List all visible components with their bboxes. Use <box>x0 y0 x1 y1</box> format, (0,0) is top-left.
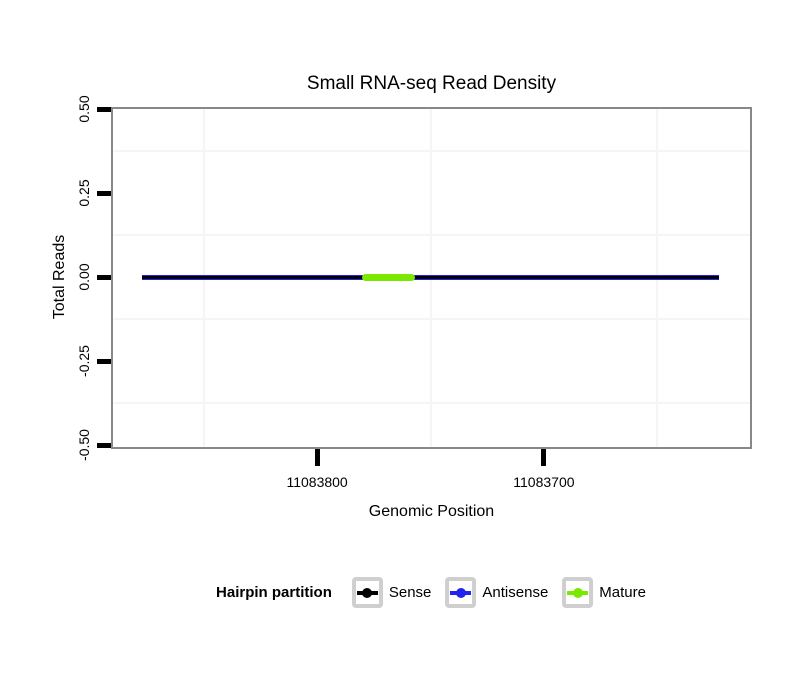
y-tick-label: 0.50 <box>76 95 92 123</box>
sense-key-icon <box>351 577 383 608</box>
minor-gridline-horizontal <box>113 318 750 320</box>
plot-area <box>113 109 750 447</box>
x-tick-label: 11083800 <box>286 474 348 490</box>
legend: Hairpin partition Sense Antisense Mature <box>216 577 646 608</box>
legend-item-antisense: Antisense <box>445 577 548 608</box>
antisense-key-icon <box>445 577 477 608</box>
minor-gridline-horizontal <box>113 234 750 236</box>
y-axis-tick <box>97 358 111 364</box>
y-axis-tick <box>97 190 111 196</box>
x-tick-label: 11083700 <box>513 474 575 490</box>
minor-gridline-horizontal <box>113 150 750 152</box>
y-tick-label: -0.50 <box>76 429 92 461</box>
y-tick-label: -0.25 <box>76 345 92 377</box>
series-mature-line <box>362 273 415 281</box>
mature-key-icon <box>562 577 594 608</box>
sense-key-dot <box>362 587 373 598</box>
legend-label-mature: Mature <box>599 584 646 601</box>
y-axis-title: Total Reads <box>51 234 68 320</box>
minor-gridline-horizontal <box>113 402 750 404</box>
y-tick-label: 0.00 <box>76 263 92 291</box>
legend-item-sense: Sense <box>351 577 432 608</box>
legend-label-antisense: Antisense <box>482 584 549 601</box>
chart-title: Small RNA-seq Read Density <box>306 73 557 94</box>
legend-label-sense: Sense <box>388 584 432 601</box>
legend-title: Hairpin partition <box>216 584 332 601</box>
x-axis-tick <box>314 449 320 466</box>
plot-panel <box>111 107 752 449</box>
y-tick-label: 0.25 <box>76 179 92 207</box>
series-sense-line <box>142 275 719 279</box>
legend-item-mature: Mature <box>562 577 646 608</box>
x-axis-title: Genomic Position <box>368 503 495 520</box>
mature-key-dot <box>572 587 583 598</box>
y-axis-tick <box>97 106 111 112</box>
x-axis-tick <box>541 449 547 466</box>
y-axis-tick <box>97 442 111 448</box>
antisense-key-dot <box>455 587 466 598</box>
y-axis-tick <box>97 274 111 280</box>
